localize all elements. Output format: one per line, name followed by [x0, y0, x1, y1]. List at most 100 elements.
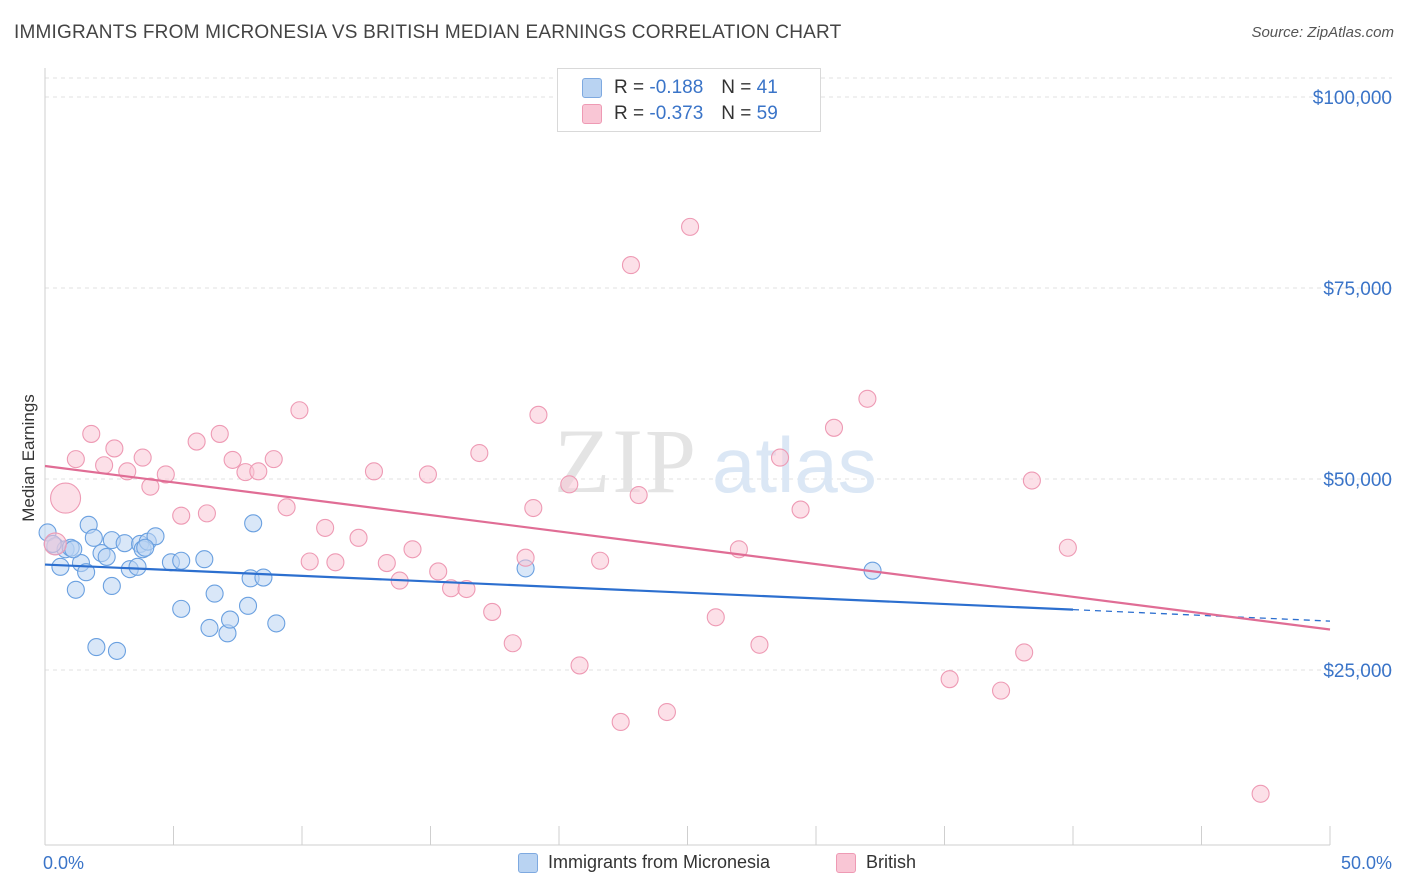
point-british — [95, 456, 114, 475]
point-british — [429, 562, 448, 581]
legend-label-british: British — [866, 852, 917, 872]
point-british — [681, 217, 700, 236]
point-british — [570, 656, 589, 675]
stats-legend: R = -0.188 N = 41 R = -0.373 N = 59 — [557, 68, 821, 132]
point-british — [770, 448, 790, 467]
point-micronesia — [172, 599, 191, 618]
series-legend: Immigrants from Micronesia British — [0, 852, 1406, 876]
legend-item-british[interactable]: British — [836, 852, 916, 873]
point-british — [249, 462, 268, 481]
point-micronesia — [200, 618, 219, 638]
point-british — [349, 528, 368, 547]
trend-lines — [44, 464, 1331, 631]
point-british — [300, 552, 319, 571]
point-micronesia — [172, 551, 191, 570]
point-british — [187, 432, 206, 451]
point-micronesia — [205, 584, 224, 603]
r-label: R = — [614, 77, 645, 98]
point-micronesia — [238, 596, 258, 615]
point-british — [1022, 471, 1041, 490]
point-british — [750, 635, 769, 654]
trend-line-micronesia-extrapolated — [1072, 608, 1331, 622]
n-label: N = — [721, 77, 752, 98]
point-micronesia — [102, 576, 121, 596]
point-british — [105, 439, 124, 458]
r-label: R = — [614, 103, 645, 124]
point-micronesia — [77, 563, 96, 582]
point-british — [141, 477, 160, 496]
point-british — [43, 532, 67, 556]
n-value: 59 — [756, 103, 778, 124]
point-micronesia — [51, 557, 70, 576]
n-value: 41 — [756, 77, 778, 98]
point-british — [264, 450, 283, 469]
point-british — [172, 506, 191, 525]
point-micronesia — [87, 638, 106, 657]
data-points — [38, 217, 1270, 803]
point-micronesia — [146, 527, 165, 546]
point-micronesia — [195, 550, 214, 569]
legend-item-micronesia[interactable]: Immigrants from Micronesia — [518, 852, 770, 873]
point-british — [503, 634, 522, 653]
point-british — [657, 702, 676, 722]
point-british — [706, 608, 725, 627]
point-british — [629, 485, 648, 505]
watermark-zip: ZIP — [554, 410, 698, 512]
point-british — [516, 548, 535, 567]
point-british — [858, 389, 877, 408]
point-british — [611, 712, 630, 732]
point-micronesia — [136, 538, 155, 557]
source-credit: Source: ZipAtlas.com — [1251, 24, 1394, 41]
trend-line-british — [44, 464, 1331, 631]
y-tick-label: $25,000 — [1323, 661, 1392, 682]
point-british — [470, 443, 489, 463]
point-british — [133, 448, 152, 467]
stats-legend-row-micronesia: R = -0.188 N = 41 — [582, 77, 778, 99]
point-british — [1251, 784, 1270, 803]
point-british — [277, 498, 296, 517]
legend-swatch-micronesia — [582, 78, 602, 98]
legend-swatch-british — [836, 852, 856, 873]
y-tick-label: $100,000 — [1313, 88, 1392, 109]
point-british — [364, 462, 384, 481]
point-micronesia — [66, 580, 85, 599]
point-micronesia — [64, 540, 83, 559]
point-micronesia — [244, 514, 263, 533]
point-british — [560, 475, 579, 494]
point-british — [403, 540, 422, 559]
r-value: -0.188 — [649, 77, 704, 98]
point-british — [529, 405, 548, 424]
point-micronesia — [267, 614, 286, 633]
point-british — [156, 465, 175, 484]
point-british — [418, 465, 437, 484]
chart-title: IMMIGRANTS FROM MICRONESIA VS BRITISH ME… — [14, 22, 842, 43]
axes — [44, 68, 1331, 846]
y-tick-label: $75,000 — [1323, 279, 1392, 300]
point-british — [483, 602, 502, 621]
point-british — [1058, 538, 1077, 557]
point-british — [791, 500, 810, 519]
legend-swatch-british — [582, 104, 602, 124]
point-micronesia — [220, 610, 240, 629]
point-micronesia — [97, 547, 116, 566]
point-micronesia — [115, 534, 134, 553]
y-axis-title: Median Earnings — [19, 394, 38, 522]
point-british — [197, 504, 216, 523]
trend-line-micronesia — [44, 563, 1074, 611]
point-british — [457, 579, 476, 599]
point-british — [591, 551, 610, 570]
point-micronesia — [107, 641, 127, 660]
point-british — [66, 450, 85, 469]
point-british — [377, 553, 396, 573]
point-british — [82, 424, 101, 443]
n-label: N = — [721, 103, 752, 124]
point-british — [991, 681, 1011, 700]
x-tick-label-max: 50.0% — [1341, 853, 1392, 873]
point-micronesia — [254, 568, 273, 587]
axis-labels: $25,000 $50,000 $75,000 $100,000 0.0% 50.0% Me… — [19, 88, 1392, 873]
point-british — [316, 518, 335, 537]
legend-label-micronesia: Immigrants from Micronesia — [548, 852, 771, 872]
point-british — [223, 450, 242, 469]
point-british — [290, 401, 309, 420]
